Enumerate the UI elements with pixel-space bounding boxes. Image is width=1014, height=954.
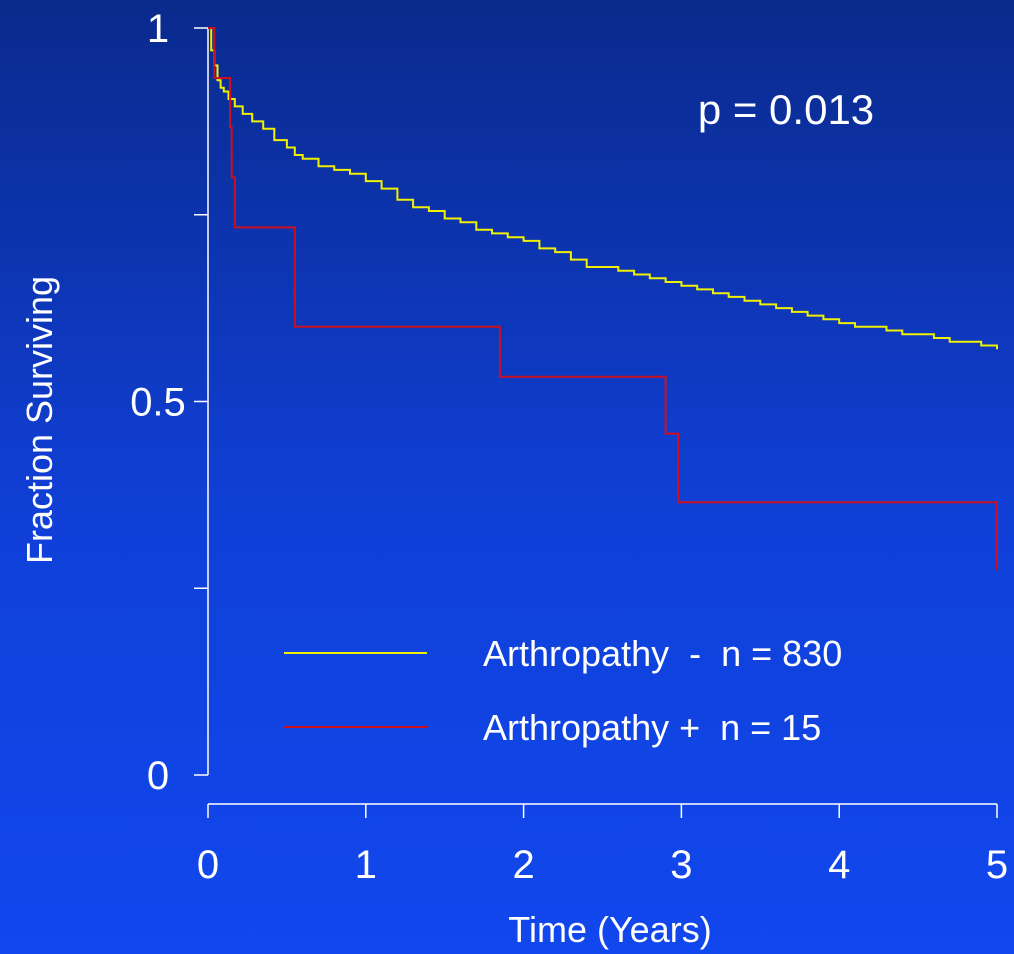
x-tick-label: 5 <box>986 843 1008 887</box>
y-tick-label: 1 <box>147 7 169 51</box>
survival-curves <box>208 27 998 571</box>
x-tick-label: 2 <box>512 843 534 887</box>
y-tick-label: 0 <box>147 754 169 798</box>
p-value-annotation: p = 0.013 <box>698 86 874 133</box>
axes <box>207 28 997 805</box>
legend-label-series-2: Arthropathy + n = 15 <box>483 707 821 748</box>
x-tick-label: 4 <box>828 843 850 887</box>
survival-curve-series-2 <box>208 27 998 571</box>
x-tick-label: 1 <box>355 843 377 887</box>
legend: Arthropathy - n = 830 Arthropathy + n = 1… <box>284 633 842 748</box>
y-tick-label: 0.5 <box>130 381 186 425</box>
x-tick-label: 3 <box>670 843 692 887</box>
x-axis-title: Time (Years) <box>508 909 711 950</box>
legend-label-series-1: Arthropathy - n = 830 <box>483 633 842 674</box>
ticks: 0 0.5 1 0 1 2 3 4 5 <box>130 7 1008 887</box>
survival-curve-series-1 <box>208 27 998 350</box>
y-axis-title: Fraction Surviving <box>19 276 60 564</box>
x-tick-label: 0 <box>197 843 219 887</box>
